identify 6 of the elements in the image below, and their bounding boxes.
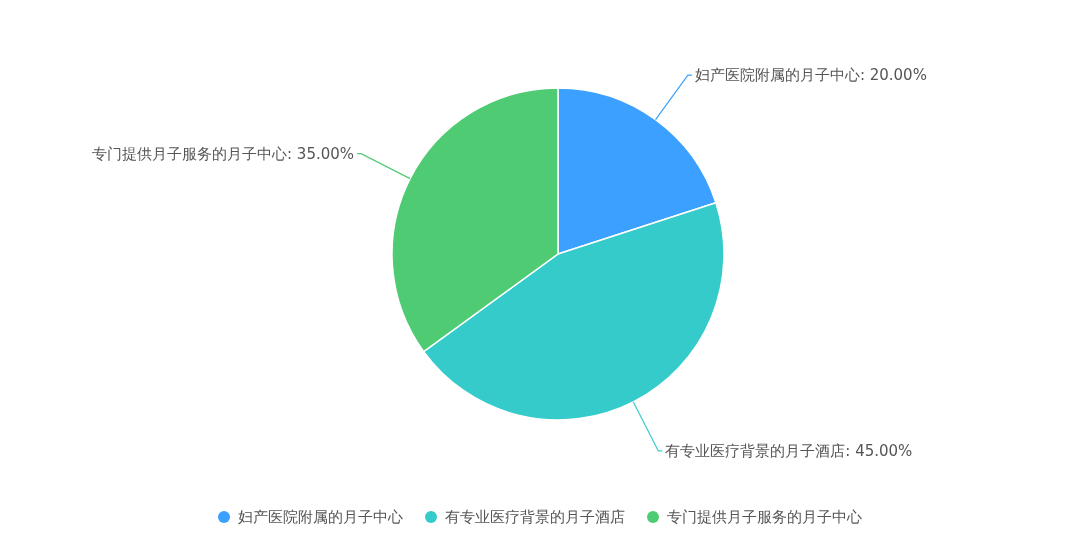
legend-label: 有专业医疗背景的月子酒店	[445, 508, 625, 526]
data-label: 有专业医疗背景的月子酒店: 45.00%	[665, 441, 913, 460]
legend-label: 专门提供月子服务的月子中心	[667, 508, 862, 526]
legend-label: 妇产医院附属的月子中心	[238, 508, 403, 526]
data-label: 妇产医院附属的月子中心: 20.00%	[694, 66, 927, 85]
data-label: 专门提供月子服务的月子中心: 35.00%	[92, 144, 355, 163]
